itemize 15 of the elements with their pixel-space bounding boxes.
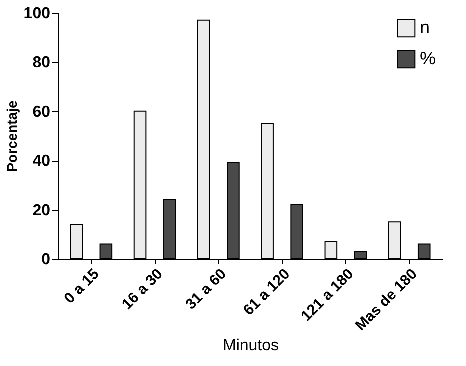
y-tick-label: 20 (32, 202, 51, 220)
y-tick-label: 0 (42, 252, 51, 268)
x-tick-label: 0 a 15 (61, 266, 103, 308)
y-tick-label: 60 (32, 104, 51, 121)
legend-label: % (420, 48, 436, 68)
x-tick-label: 61 a 120 (240, 266, 294, 320)
x-tick-label: 31 a 60 (182, 266, 230, 314)
x-tick-label: Mas de 180 (352, 266, 421, 334)
y-axis-title: Porcentaje (4, 100, 20, 172)
legend-label: n (420, 18, 430, 38)
x-tick-label: 16 a 30 (118, 266, 166, 314)
y-tick-label: 80 (32, 54, 51, 72)
y-tick-label: 40 (32, 153, 51, 170)
y-tick-label: 100 (24, 6, 51, 22)
x-axis-title: Minutos (222, 338, 280, 355)
